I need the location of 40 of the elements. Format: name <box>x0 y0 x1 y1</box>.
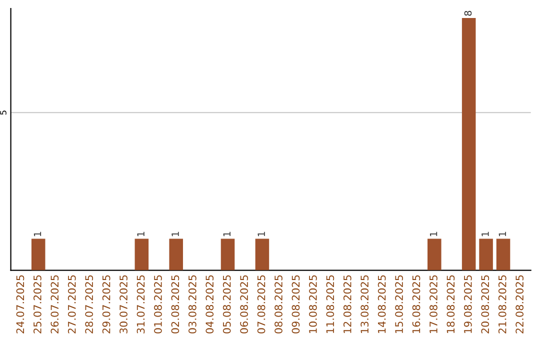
x-tick-label: 26.07.2025 <box>50 275 59 334</box>
x-tick-label: 30.07.2025 <box>120 275 128 334</box>
x-tick-label: 31.07.2025 <box>136 275 145 334</box>
x-tick-label: 10.08.2025 <box>309 275 317 333</box>
x-tick-label: 04.08.2025 <box>206 275 214 334</box>
x-tick-label: 05.08.2025 <box>222 275 231 334</box>
x-tick-label: 14.08.2025 <box>378 275 386 333</box>
data-label: 1 <box>34 232 42 236</box>
x-tick-label: 03.08.2025 <box>188 275 196 334</box>
x-tick-label: 12.08.2025 <box>343 275 352 333</box>
data-label: 1 <box>482 232 489 236</box>
x-tick-label: 17.08.2025 <box>430 275 438 333</box>
data-label: 8 <box>464 10 472 16</box>
x-tick-label: 29.07.2025 <box>102 275 110 334</box>
x-tick-label: 01.08.2025 <box>154 275 162 334</box>
x-tick-label: 28.07.2025 <box>85 275 94 334</box>
x-tick-label: 11.08.2025 <box>326 275 334 333</box>
x-tick-label: 18.08.2025 <box>446 275 455 333</box>
x-tick-label: 24.07.2025 <box>16 275 24 334</box>
x-tick-label: 15.08.2025 <box>395 275 403 333</box>
x-tick-label: 09.08.2025 <box>292 275 300 334</box>
x-tick-label: 20.08.2025 <box>481 275 490 334</box>
x-tick-label: 19.08.2025 <box>464 275 472 333</box>
x-tick-label: 06.08.2025 <box>240 275 248 334</box>
data-label: 1 <box>172 232 179 236</box>
x-tick-label: 22.08.2025 <box>516 275 524 334</box>
data-label: 1 <box>498 232 506 236</box>
x-tick-label: 08.08.2025 <box>274 275 282 334</box>
x-tick-label: 07.08.2025 <box>257 275 266 334</box>
x-tick-label: 25.07.2025 <box>33 275 42 334</box>
data-label: 1 <box>137 232 144 236</box>
x-tick-label: 02.08.2025 <box>171 275 180 334</box>
x-tick-label: 27.07.2025 <box>68 275 76 334</box>
data-label: 1 <box>223 232 230 236</box>
data-label: 1 <box>258 232 265 236</box>
data-label: 1 <box>430 232 438 236</box>
x-tick-label: 13.08.2025 <box>360 275 369 333</box>
y-tick-label: 5 <box>0 110 6 115</box>
x-tick-label: 21.08.2025 <box>498 275 506 334</box>
x-tick-label: 16.08.2025 <box>412 275 420 333</box>
